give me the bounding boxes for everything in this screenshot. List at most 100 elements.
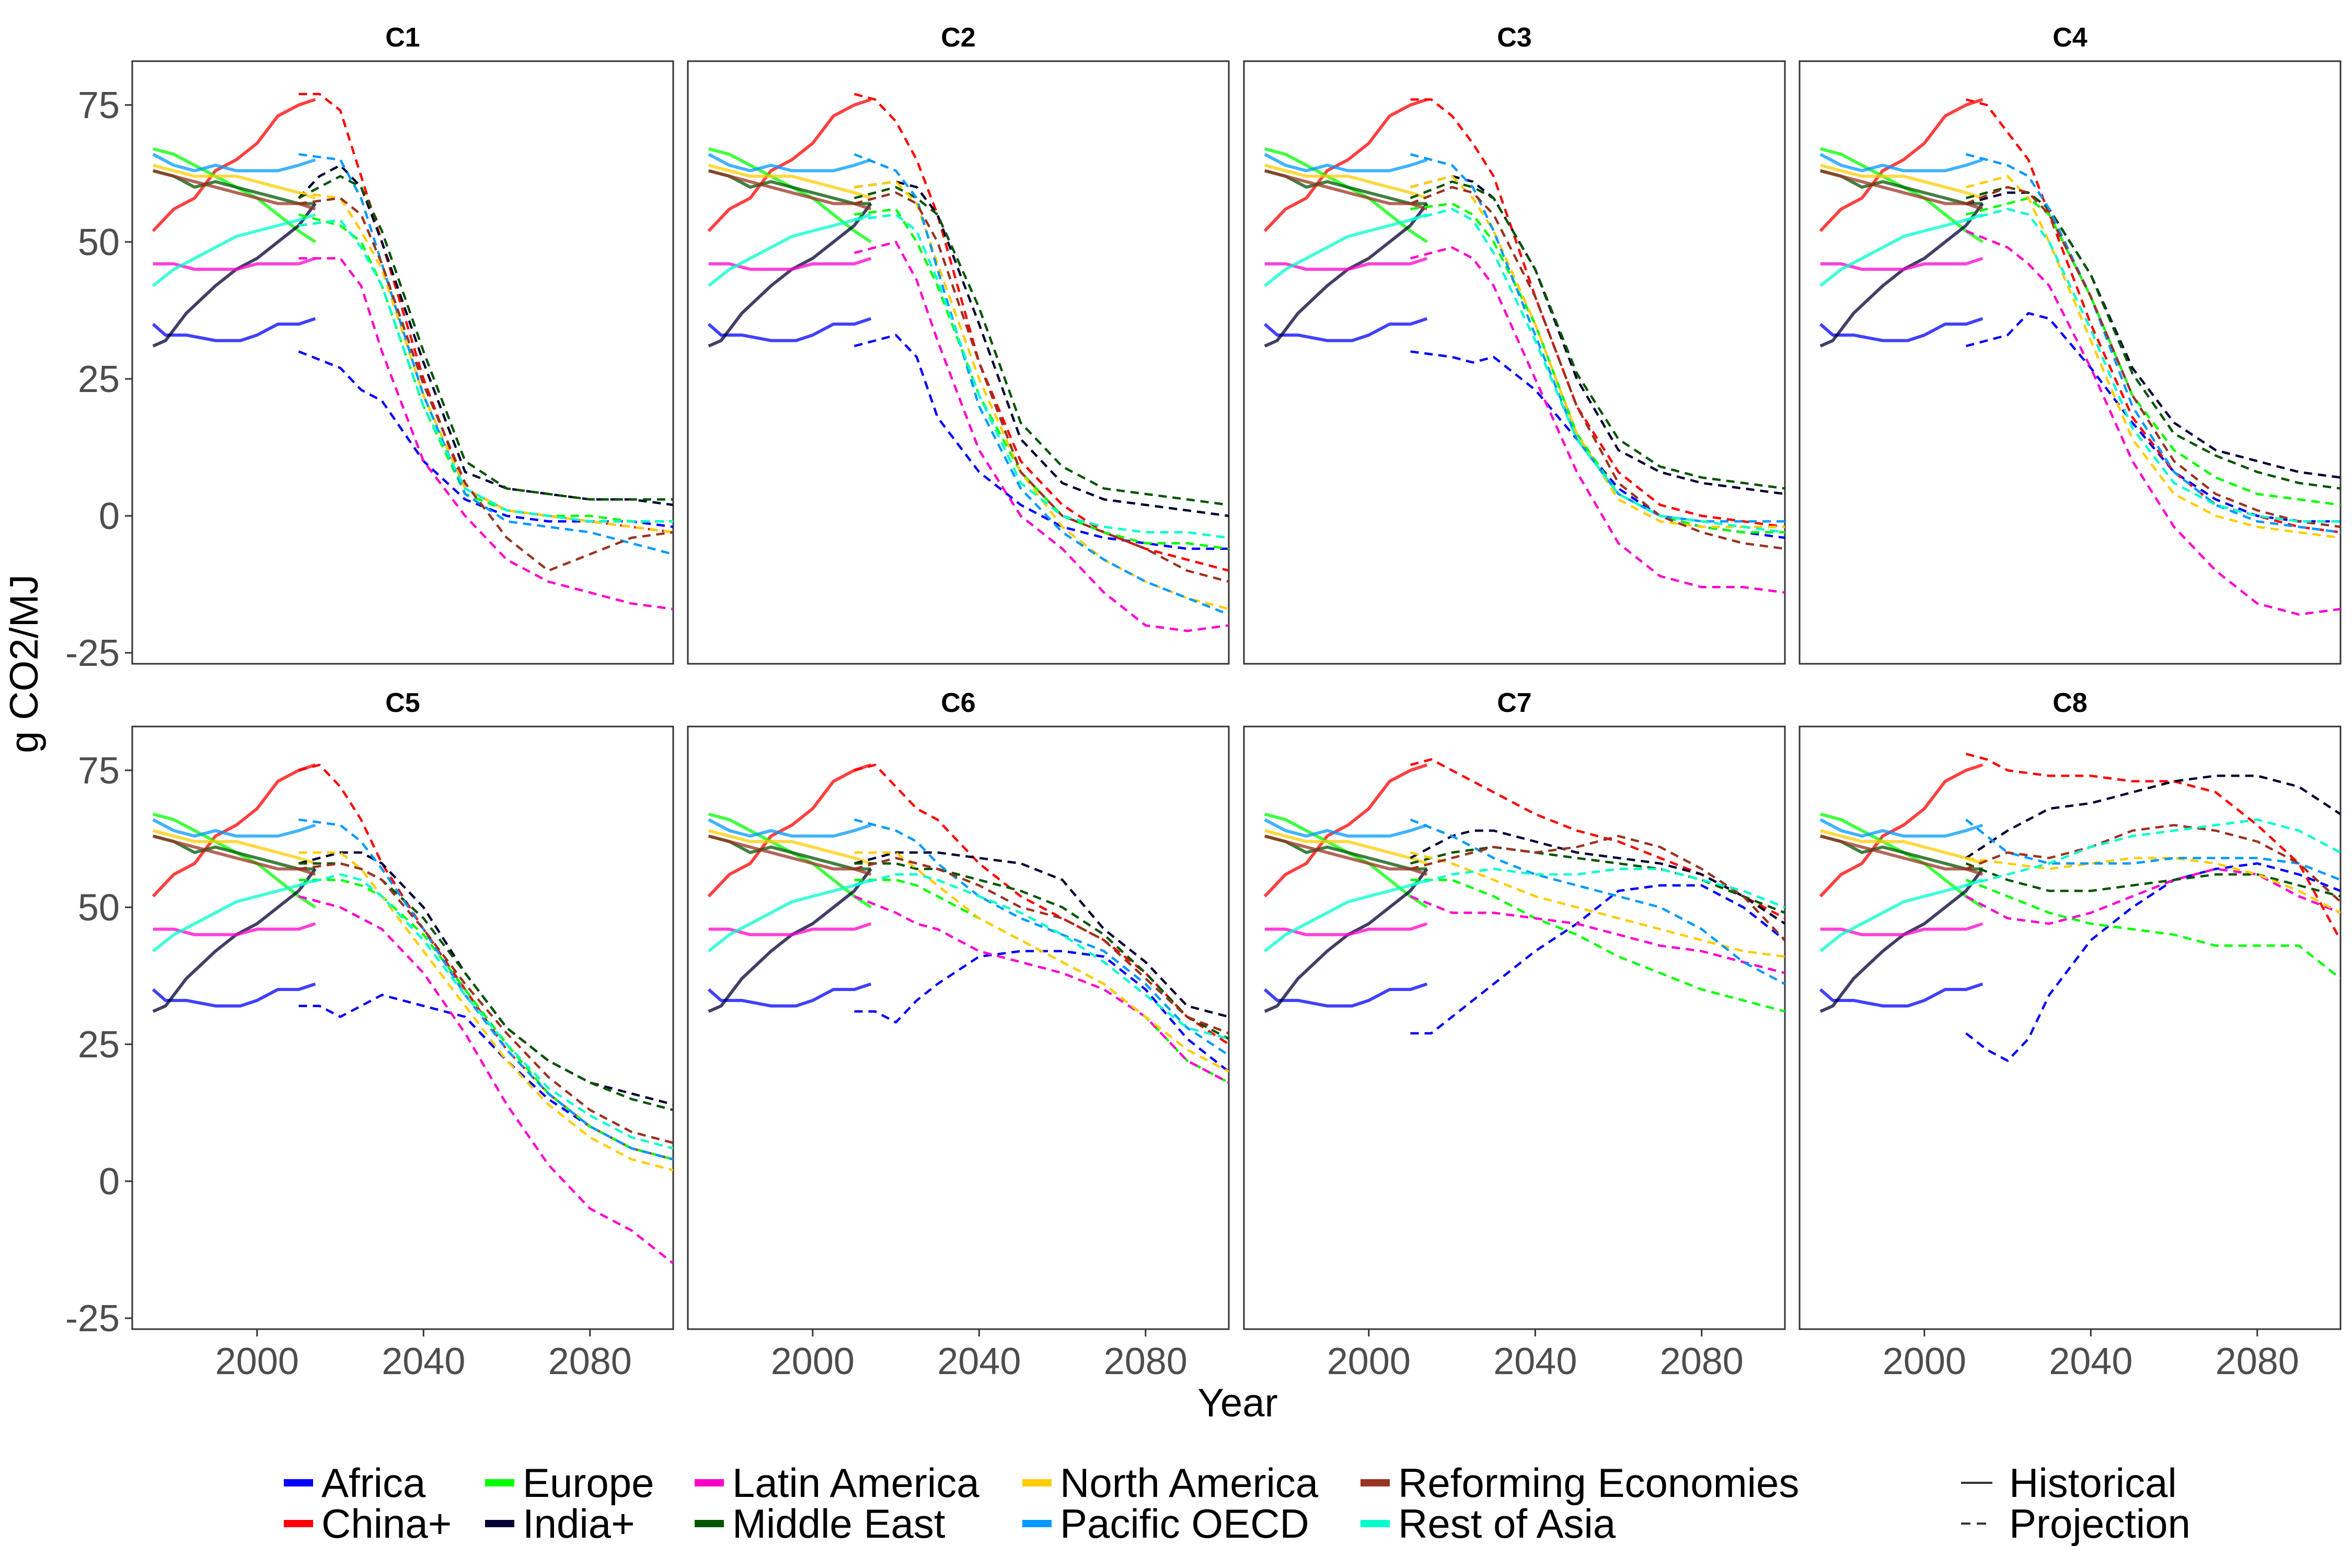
y-tick-label: 50 (78, 887, 120, 929)
historical-line-pacific-oecd (708, 818, 872, 838)
panel-lines (707, 763, 1229, 1084)
projection-line-rest-of-asia (298, 218, 673, 523)
panel-title: C8 (2053, 688, 2087, 718)
panel-border (131, 725, 674, 1330)
projection-line-north-america (298, 851, 673, 1172)
legend-label: India+ (523, 1501, 635, 1547)
projection-line-rest-of-asia (1965, 818, 2341, 887)
projection-line-latin-america (854, 895, 1229, 1084)
historical-line-china (1819, 763, 1984, 897)
legend-item-historical: Historical (1961, 1460, 2177, 1506)
projection-line-pacific-oecd (1410, 818, 1785, 985)
projection-line-europe (854, 207, 1229, 550)
legend-item-latin-america: Latin America (695, 1460, 979, 1506)
projection-line-pacific-oecd (854, 818, 1229, 1056)
projection-line-china (854, 764, 1229, 1045)
historical-line-china (152, 98, 316, 232)
panel-c1: C1 -25 0 25 50 75 (65, 22, 674, 674)
projection-line-latin-america (1965, 868, 2341, 925)
y-tick-label: 75 (78, 85, 120, 126)
panel-lines (1263, 98, 1785, 594)
projection-line-europe (1410, 879, 1785, 1013)
historical-line-north-america (1264, 164, 1428, 200)
historical-line-rest-of-asia (152, 878, 316, 953)
projection-line-pacific-oecd (1410, 153, 1785, 523)
historical-line-china (1263, 763, 1428, 897)
historical-line-middle-east (1264, 834, 1427, 871)
x-tick-label: 2080 (1104, 1341, 1187, 1382)
panel-c3: C3 (1243, 22, 1786, 665)
historical-line-africa (1263, 982, 1428, 1008)
projection-line-pacific-oecd (854, 153, 1229, 616)
legend-label: Europe (523, 1460, 654, 1506)
historical-line-china (1819, 98, 1984, 232)
projection-line-rest-of-asia (854, 213, 1229, 539)
y-tick-label: 75 (78, 750, 120, 792)
projection-line-india (1410, 829, 1785, 925)
panel-c7: C7 2000 2040 2080 (1243, 688, 1786, 1382)
y-tick-label: 50 (78, 222, 120, 263)
panel-title: C2 (941, 22, 975, 53)
historical-line-africa (707, 317, 872, 342)
projection-line-reforming-economies (1965, 824, 2341, 903)
y-tick-label: 0 (99, 495, 120, 537)
projection-line-india (854, 180, 1229, 517)
x-tick-label: 2040 (937, 1341, 1021, 1382)
historical-line-africa (152, 317, 316, 342)
projection-line-reforming-economies (1965, 186, 2341, 528)
projection-line-latin-america (1410, 895, 1785, 974)
historical-line-africa (707, 982, 872, 1008)
historical-line-pacific-oecd (1819, 153, 1984, 172)
projection-line-middle-east (854, 862, 1229, 1040)
legend-item-middle-east: Middle East (695, 1501, 946, 1547)
legend-item-reforming-economies: Reforming Economies (1361, 1460, 1799, 1506)
x-tick-label: 2080 (1660, 1341, 1744, 1382)
historical-line-china (1263, 98, 1428, 232)
projection-line-middle-east (298, 862, 673, 1111)
projection-line-reforming-economies (298, 862, 673, 1144)
projection-line-europe (1965, 197, 2341, 506)
projection-line-reforming-economies (298, 197, 673, 572)
facet-panels: C1 -25 0 25 50 75 C2 C3 C4 C5 -25 0 25 50 75 2000 2040 20… (65, 22, 2342, 1382)
legend-label: Reforming Economies (1398, 1460, 1799, 1506)
historical-line-africa (1819, 982, 1984, 1008)
historical-line-pacific-oecd (1819, 818, 1984, 838)
panel-border (1243, 60, 1786, 665)
historical-line-rest-of-asia (707, 213, 872, 287)
projection-line-middle-east (1410, 846, 1785, 914)
historical-line-reforming-economies (153, 169, 316, 211)
x-tick-label: 2000 (1327, 1341, 1411, 1382)
legend-label: Historical (2009, 1460, 2177, 1506)
historical-line-north-america (1820, 829, 1984, 865)
panel-lines (1263, 758, 1785, 1035)
projection-line-africa (1965, 312, 2341, 523)
projection-line-china (1410, 98, 1785, 528)
historical-line-reforming-economies (1264, 834, 1428, 876)
historical-line-rest-of-asia (1263, 878, 1428, 953)
projection-line-india (1965, 775, 2341, 859)
projection-line-latin-america (298, 895, 673, 1264)
y-tick-label: 0 (99, 1161, 120, 1203)
panel-c5: C5 -25 0 25 50 75 2000 2040 2080 (65, 688, 674, 1382)
panel-title: C4 (2053, 22, 2088, 53)
panel-c2: C2 (687, 22, 1230, 665)
projection-line-pacific-oecd (1965, 818, 2341, 881)
historical-line-rest-of-asia (707, 878, 872, 953)
y-tick-label: -25 (65, 1298, 120, 1340)
projection-line-africa (854, 333, 1229, 550)
historical-line-africa (152, 982, 316, 1008)
historical-line-reforming-economies (1264, 169, 1428, 211)
projection-line-rest-of-asia (1410, 207, 1785, 534)
panel-c4: C4 (1798, 22, 2342, 665)
historical-line-middle-east (708, 834, 871, 871)
projection-line-china (1965, 753, 2341, 941)
projection-line-rest-of-asia (1410, 868, 1785, 908)
projection-line-pacific-oecd (298, 818, 673, 1161)
projection-line-india (298, 851, 673, 1106)
historical-line-china (707, 98, 872, 232)
historical-line-north-america (708, 829, 872, 865)
historical-line-middle-east (153, 169, 316, 205)
projection-line-europe (1410, 202, 1785, 534)
historical-line-africa (1263, 317, 1428, 342)
